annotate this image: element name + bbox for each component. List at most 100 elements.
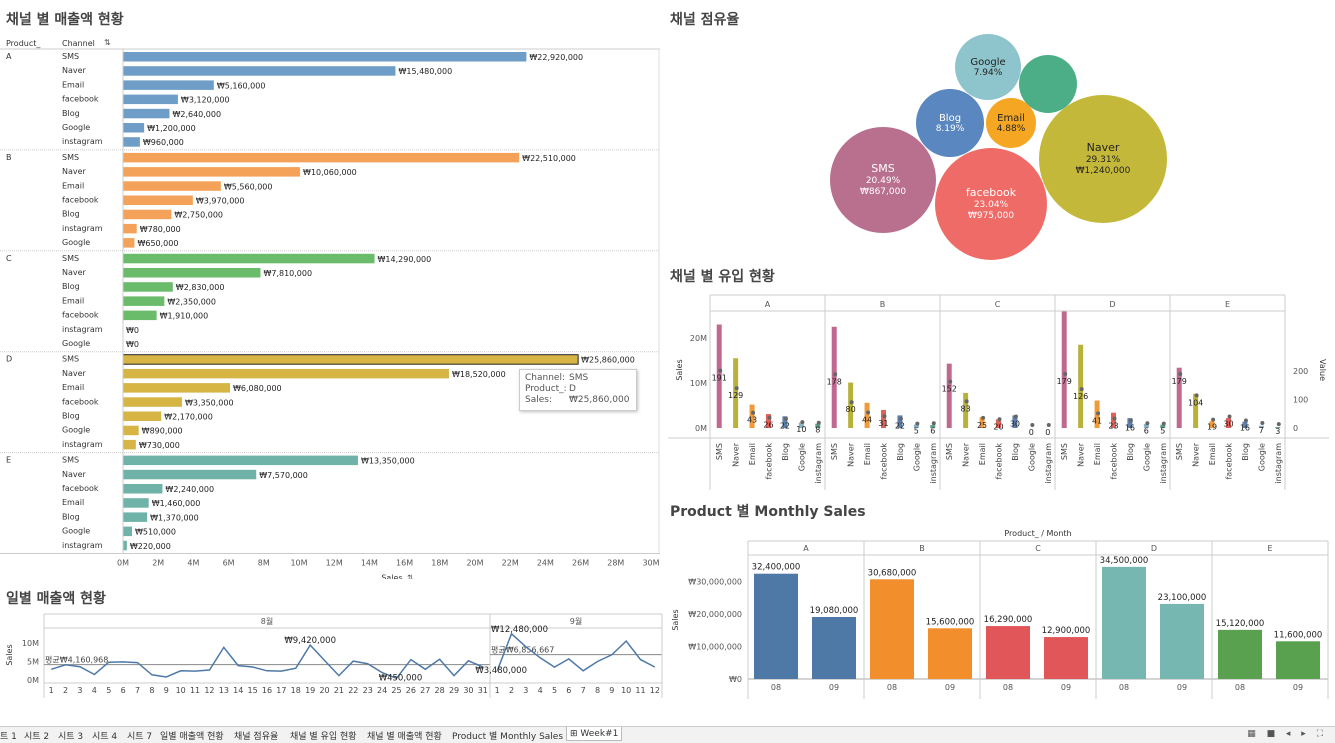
monthly-bar[interactable] [754,573,798,679]
inflow-bar[interactable] [1078,344,1084,428]
channel-bar[interactable] [122,354,579,365]
monthly-bar[interactable] [1276,641,1320,679]
channel-bar[interactable] [123,137,140,147]
inflow-bar[interactable] [831,326,837,428]
bubble[interactable] [986,98,1036,148]
inflow-bar[interactable] [848,382,854,428]
channel-bar[interactable] [123,368,449,379]
inflow-bar[interactable] [815,423,821,428]
inflow-bar[interactable] [1143,423,1149,428]
sheet-tab[interactable]: 시트 3 [58,732,84,742]
inflow-bar[interactable] [1275,427,1281,428]
bubble[interactable] [1019,55,1077,113]
sheet-tab[interactable]: 시트 4 [92,732,118,742]
daily-line[interactable] [496,632,656,672]
inflow-bar[interactable] [716,324,722,429]
channel-bar[interactable] [123,498,149,508]
bubble[interactable] [1039,95,1167,223]
channel-bar[interactable] [123,383,231,393]
inflow-bar[interactable] [864,402,870,428]
inflow-bar[interactable] [913,424,919,428]
channel-bar[interactable] [123,209,172,220]
channel-bar[interactable] [123,123,145,133]
channel-bar[interactable] [123,268,261,278]
inflow-bar[interactable] [963,392,969,428]
inflow-bar[interactable] [766,414,771,428]
inflow-bar[interactable] [1258,425,1264,428]
sheet-tab[interactable]: ⊞ Week#1 [566,727,623,741]
channel-bar[interactable] [123,425,139,436]
inflow-bar[interactable] [930,425,936,428]
channel-bar[interactable] [123,397,182,407]
inflow-bar[interactable] [782,416,788,428]
inflow-bar[interactable] [1012,415,1018,428]
channel-bar[interactable] [123,108,170,119]
inflow-bar[interactable] [1242,421,1248,428]
sheet-tab[interactable]: 일별 매출액 현황 [160,732,224,742]
inflow-bar[interactable] [1193,393,1199,428]
bubble[interactable] [935,148,1047,260]
monthly-bar[interactable] [812,616,856,679]
channel-bar[interactable] [123,282,173,292]
channel-bar[interactable] [123,310,157,321]
inflow-bar[interactable] [1176,367,1182,428]
monthly-bar[interactable] [986,626,1030,679]
sheet-tab[interactable]: 시트 7 [127,732,153,742]
inflow-bar[interactable] [1160,424,1166,428]
channel-bar[interactable] [123,152,520,163]
monthly-bar[interactable] [1102,566,1146,679]
monthly-bar[interactable] [1218,629,1262,679]
inflow-bar[interactable] [749,404,755,428]
monthly-bar[interactable] [1044,637,1088,679]
inflow-bar[interactable] [946,363,952,428]
inflow-bar[interactable] [733,358,739,428]
channel-bar[interactable] [123,181,221,191]
channel-bar[interactable] [123,526,132,537]
bubble[interactable] [916,89,984,157]
bubble[interactable] [955,34,1021,100]
inflow-bar[interactable] [1209,421,1215,428]
channel-bar[interactable] [123,540,127,551]
channel-bar[interactable] [123,455,358,466]
channel-bar[interactable] [123,439,136,450]
channel-bar[interactable] [123,469,257,480]
channel-sales-chart[interactable]: Product_ Channel ⇅ A SMS ₩22,920,000 Naver ₩15,… [0,34,665,579]
channel-bar[interactable] [123,195,193,206]
channel-bar[interactable] [123,52,527,62]
inflow-bar[interactable] [1127,418,1133,428]
inflow-bar[interactable] [1111,412,1116,428]
channel-bar[interactable] [123,80,214,90]
channel-bar[interactable] [123,411,162,422]
view-controls[interactable]: ▦ ■ ◂ ▸ ⛶ [1247,729,1327,739]
sheet-tab[interactable]: 채널 별 매출액 현황 [367,732,442,742]
daily-line[interactable] [50,643,484,680]
monthly-sales-chart[interactable]: Product_ / Month Sales ₩30,000,000 ₩20,000,… [668,525,1332,703]
sheet-tab[interactable]: Product 별 Monthly Sales [452,732,564,742]
channel-bar[interactable] [123,238,135,248]
channel-bar[interactable] [123,512,148,522]
channel-bar[interactable] [123,253,375,264]
inflow-bar[interactable] [979,417,985,428]
sheet-tab[interactable]: 시트 2 [24,732,50,742]
sheet-tab[interactable]: 채널 점유율 [234,732,279,742]
inflow-bar[interactable] [798,422,804,428]
channel-bar[interactable] [123,223,137,234]
monthly-bar[interactable] [1160,603,1204,679]
inflow-bar[interactable] [881,410,886,428]
monthly-bar[interactable] [870,579,914,679]
channel-bar[interactable] [123,167,301,177]
monthly-bar[interactable] [928,628,972,679]
inflow-chart[interactable]: Sales Value20M10M0M2001000A191SMS129Naver… [668,290,1332,495]
bubble[interactable] [830,127,936,233]
inflow-bar[interactable] [996,419,1001,428]
sheet-tab[interactable]: 채널 별 유입 현황 [290,732,357,742]
channel-bar[interactable] [123,484,163,494]
channel-bar[interactable] [123,94,178,105]
channel-bar[interactable] [123,296,165,306]
sheet-tab[interactable]: 트 1 [0,732,17,742]
inflow-bar[interactable] [1061,311,1067,428]
inflow-bar[interactable] [1226,418,1231,428]
inflow-bar[interactable] [897,415,903,428]
